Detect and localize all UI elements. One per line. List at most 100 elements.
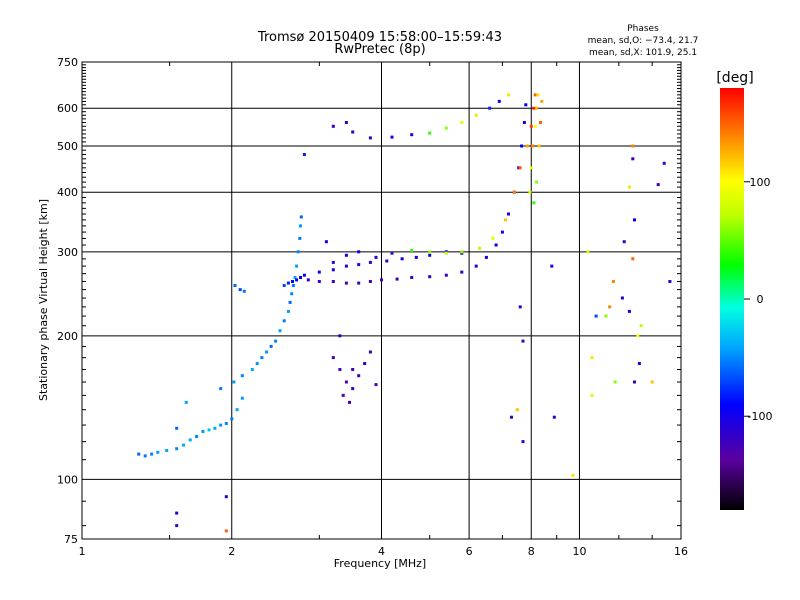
scatter-point [524, 103, 528, 107]
y-tick-label: 300 [57, 246, 78, 259]
scatter-point [238, 288, 242, 292]
scatter-point [571, 473, 575, 477]
scatter-point [351, 387, 355, 391]
y-tick-label: 500 [57, 140, 78, 153]
scatter-point [213, 426, 217, 430]
scatter-point [344, 281, 348, 285]
x-tick-label: 4 [378, 545, 385, 558]
scatter-point [500, 230, 504, 234]
scatter-point [296, 250, 300, 254]
scatter-point [331, 280, 335, 283]
x-axis: 1 2 4 6 8 10 16 [79, 62, 688, 558]
scatter-point [537, 144, 541, 148]
scatter-point [528, 190, 532, 194]
scatter-point [207, 428, 211, 432]
scatter-point [260, 356, 264, 360]
scatter-point [235, 408, 239, 412]
scatter-point [531, 144, 535, 148]
scatter-point [627, 309, 631, 313]
scatter-point [331, 356, 335, 360]
x-tick-label: 10 [572, 545, 586, 558]
scatter-point [317, 280, 321, 283]
scatter-point [282, 319, 286, 323]
scatter-point [460, 250, 464, 254]
scatter-point [484, 255, 488, 259]
scatter-point [428, 275, 432, 279]
scatter-point [491, 236, 495, 240]
scatter-point [368, 280, 372, 283]
scatter-point [535, 180, 539, 184]
scatter-point [611, 280, 615, 283]
scatter-point [539, 121, 542, 124]
scatter-point [515, 408, 519, 412]
scatter-point [299, 276, 302, 279]
scatter-point [518, 166, 522, 170]
scatter-point [522, 121, 526, 124]
scatter-point [518, 305, 522, 309]
scatter-point [302, 153, 306, 156]
scatter-point [224, 422, 228, 425]
scatter-point [385, 259, 389, 263]
scatter-point [274, 339, 278, 343]
scatter-point [586, 250, 590, 254]
grid [82, 62, 681, 539]
scatter-point [195, 435, 199, 438]
scatter-point [255, 362, 259, 365]
phases-x-stats: mean, sd,X: 101.9, 25.1 [589, 48, 697, 58]
scatter-point [613, 380, 617, 384]
scatter-point [400, 257, 404, 261]
plot-frame [81, 61, 682, 540]
scatter-point [594, 314, 598, 318]
scatter-point [150, 452, 154, 456]
scatter-point [298, 236, 302, 240]
scatter-point [250, 368, 254, 371]
scatter-point [175, 511, 179, 515]
scatter-point [338, 334, 342, 338]
scatter-point [460, 121, 464, 124]
scatter-point [269, 344, 273, 348]
colorbar-label: [deg] [716, 70, 753, 86]
phases-o-stats: mean, sd,O: −73.4, 21.7 [588, 36, 699, 46]
scatter-point [224, 495, 228, 499]
scatter-point [668, 280, 672, 283]
scatter-point [351, 368, 355, 371]
scatter-point [474, 264, 478, 268]
scatter-point [286, 281, 290, 285]
scatter-point [444, 273, 448, 277]
scatter-point [497, 99, 501, 103]
scatter-point [507, 93, 510, 97]
scatter-points [137, 93, 672, 533]
scatter-point [137, 452, 141, 456]
y-tick-label: 750 [57, 56, 78, 69]
scatter-point [650, 380, 654, 384]
scatter-point [510, 415, 513, 419]
scatter-point [525, 144, 529, 148]
scatter-point [344, 380, 348, 384]
scatter-point [240, 374, 244, 378]
scatter-point [494, 243, 498, 247]
scatter-point [165, 449, 169, 452]
x-axis-label: Frequency [MHz] [334, 557, 426, 570]
scatter-point [622, 240, 626, 244]
colorbar-tick-label: -100 [748, 410, 773, 423]
scatter-point [242, 289, 246, 293]
scatter-point [414, 255, 418, 259]
scatter-point [529, 166, 533, 170]
scatter-point [324, 240, 328, 244]
scatter-point [520, 144, 524, 148]
scatter-point [521, 339, 525, 343]
scatter-point [533, 93, 537, 97]
scatter-point [535, 106, 539, 110]
x-tick-label: 2 [228, 545, 235, 558]
scatter-point [317, 270, 321, 274]
scatter-point [357, 374, 361, 378]
scatter-point [627, 185, 631, 189]
scatter-point [282, 284, 286, 287]
scatter-point [631, 157, 635, 161]
scatter-point [552, 415, 556, 419]
scatter-point [348, 400, 351, 404]
scatter-point [344, 264, 348, 268]
scatter-point [590, 356, 594, 360]
scatter-point [550, 264, 554, 268]
scatter-point [295, 264, 299, 268]
